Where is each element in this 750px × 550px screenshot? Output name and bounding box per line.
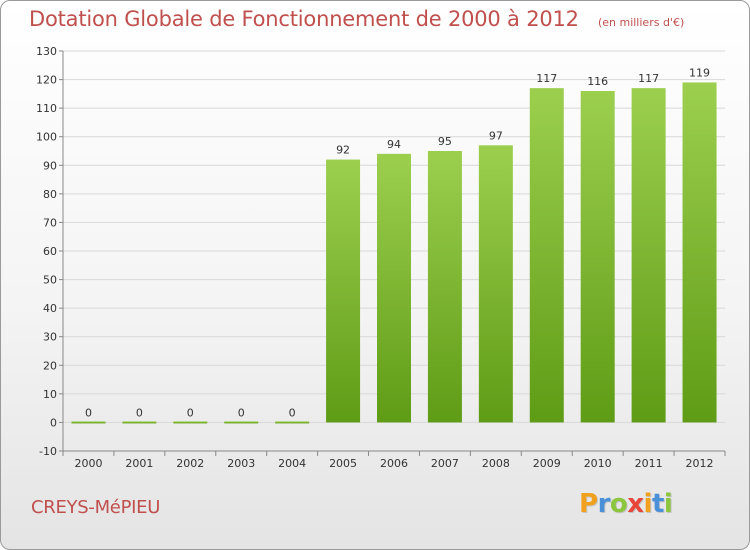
bar-2003 (224, 421, 259, 424)
x-tick-label: 2007 (431, 457, 459, 470)
x-tick-label: 2003 (227, 457, 255, 470)
bar-value-label: 0 (238, 406, 245, 419)
y-tick-label: 10 (43, 388, 57, 401)
x-tick-label: 2000 (74, 457, 102, 470)
bar-value-label: 117 (536, 72, 557, 85)
x-tick-label: 2008 (482, 457, 510, 470)
logo-letter: r (597, 489, 611, 519)
logo-letter: x (627, 489, 644, 519)
bars (71, 82, 717, 424)
logo-letter: P (579, 489, 598, 519)
chart-title: Dotation Globale de Fonctionnement de 20… (29, 7, 579, 31)
y-tick-label: 20 (43, 359, 57, 372)
x-tick-label: 2012 (686, 457, 714, 470)
x-tick-label: 2005 (329, 457, 357, 470)
x-tick-label: 2001 (125, 457, 153, 470)
y-tick-label: 120 (36, 74, 57, 87)
bar-value-label: 0 (187, 406, 194, 419)
title-row: Dotation Globale de Fonctionnement de 20… (29, 7, 684, 31)
x-tick-label: 2002 (176, 457, 204, 470)
bar-2008 (478, 145, 513, 423)
y-tick-label: 110 (36, 102, 57, 115)
bar-2000 (71, 421, 106, 424)
y-tick-label: 40 (43, 302, 57, 315)
logo-letter: i (643, 489, 653, 519)
bar-value-label: 97 (489, 129, 503, 142)
commune-name: CREYS-MéPIEU (31, 497, 161, 518)
y-tick-label: 30 (43, 331, 57, 344)
y-tick-label: 100 (36, 131, 57, 144)
bar-2009 (529, 88, 564, 423)
y-tick-label: 90 (43, 159, 57, 172)
bar-value-label: 0 (85, 406, 92, 419)
x-tick-label: 2009 (533, 457, 561, 470)
x-tick-label: 2004 (278, 457, 306, 470)
bar-value-label: 119 (689, 66, 710, 79)
logo-letter: t (651, 489, 664, 519)
bar-2007 (427, 151, 462, 423)
bar-2001 (122, 421, 157, 424)
x-tick-label: 2010 (584, 457, 612, 470)
y-tick-label: 0 (50, 416, 57, 429)
y-tick-label: 130 (36, 45, 57, 58)
bar-value-label: 0 (136, 406, 143, 419)
y-tick-label: 60 (43, 245, 57, 258)
logo-letter: o (609, 489, 628, 519)
bar-value-label: 92 (336, 144, 350, 157)
bar-2006 (377, 153, 411, 423)
y-tick-label: -10 (39, 445, 57, 458)
bar-2011 (631, 88, 666, 423)
x-tick-label: 2011 (635, 457, 663, 470)
axes: -10 0 10 20 30 40 50 60 70 80 90 100 110 120 130 2000 20… (36, 45, 726, 470)
bar-2012 (682, 82, 717, 423)
bar-2010 (580, 91, 615, 423)
y-tick-label: 50 (43, 274, 57, 287)
bar-2002 (173, 421, 208, 424)
proxiti-logo[interactable]: Proxiti (579, 489, 673, 519)
y-tick-label: 70 (43, 216, 57, 229)
bar-2004 (275, 421, 310, 424)
bar-value-label: 0 (289, 406, 296, 419)
logo-letter: i (663, 489, 673, 519)
bar-value-label: 94 (387, 138, 401, 151)
x-tick-label: 2006 (380, 457, 408, 470)
bar-value-label: 116 (587, 75, 608, 88)
y-tick-label: 80 (43, 188, 57, 201)
chart-unit-note: (en milliers d'€) (597, 16, 685, 29)
bar-labels: 0 0 0 0 0 92 94 95 97 117 116 117 119 (85, 66, 710, 419)
bar-2005 (326, 159, 361, 423)
bar-value-label: 95 (438, 135, 452, 148)
bar-value-label: 117 (638, 72, 659, 85)
